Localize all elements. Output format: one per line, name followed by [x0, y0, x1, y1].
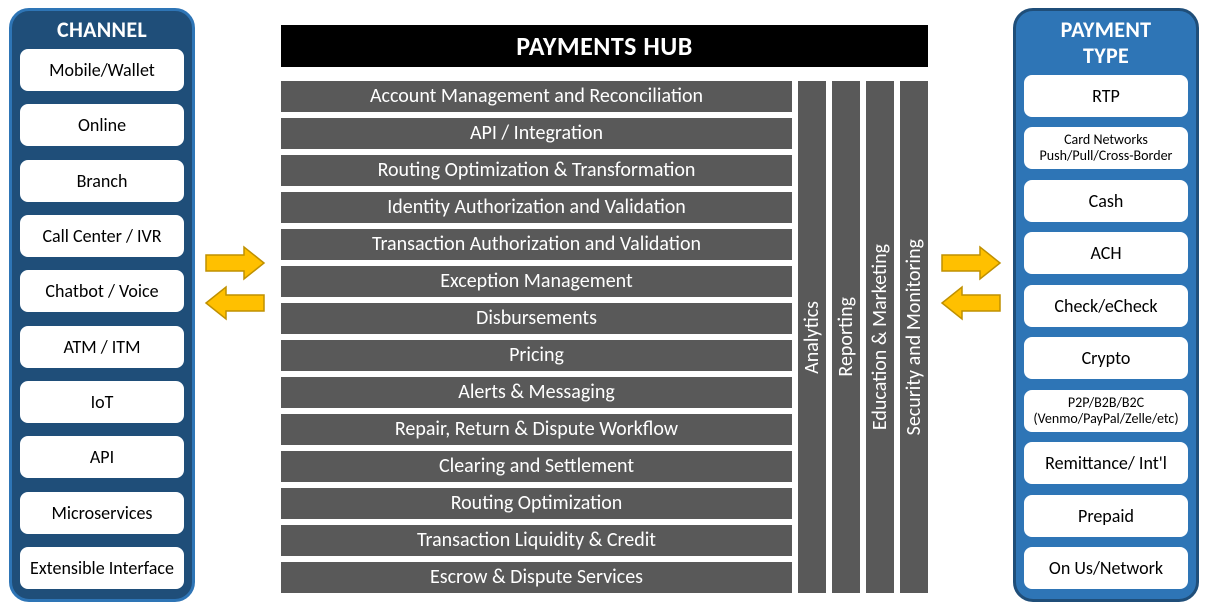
- hub-vertical-column: Analytics: [798, 81, 826, 593]
- hub-capabilities: Account Management and Reconciliation API…: [281, 81, 792, 593]
- channel-item: API: [18, 434, 186, 480]
- hub-capability-row: Alerts & Messaging: [281, 377, 792, 408]
- hub-capability-row: Transaction Authorization and Validation: [281, 229, 792, 260]
- payment-type-item: RTP: [1022, 73, 1190, 119]
- hub-vertical-column-label: Education & Marketing: [868, 244, 892, 430]
- channel-item: Microservices: [18, 490, 186, 536]
- channel-item: Branch: [18, 158, 186, 204]
- payment-type-item: Remittance/ Int'l: [1022, 440, 1190, 486]
- payment-type-item-label: P2P/B2B/B2C: [1068, 394, 1144, 411]
- channel-title: CHANNEL: [18, 17, 186, 43]
- payment-type-title: PAYMENTTYPE: [1022, 17, 1190, 69]
- payment-type-item: Prepaid: [1022, 493, 1190, 539]
- arrow-right-icon: [206, 247, 264, 279]
- hub-capability-row: Account Management and Reconciliation: [281, 81, 792, 112]
- hub-vertical-column: Education & Marketing: [866, 81, 894, 593]
- hub-capability-row: API / Integration: [281, 118, 792, 149]
- channel-items: Mobile/Wallet Online Branch Call Center / I…: [18, 47, 186, 591]
- arrow-left-icon: [942, 287, 1000, 319]
- payment-type-item: On Us/Network: [1022, 545, 1190, 591]
- channel-item: Chatbot / Voice: [18, 268, 186, 314]
- hub-vertical-column: Reporting: [832, 81, 860, 593]
- hub-capability-row: Clearing and Settlement: [281, 451, 792, 482]
- hub-capability-row: Escrow & Dispute Services: [281, 562, 792, 593]
- hub-capability-row: Disbursements: [281, 303, 792, 334]
- payment-type-item: ACH: [1022, 230, 1190, 276]
- hub-capability-row: Transaction Liquidity & Credit: [281, 525, 792, 556]
- hub-vertical-column-label: Security and Monitoring: [902, 239, 926, 435]
- hub-capability-row: Repair, Return & Dispute Workflow: [281, 414, 792, 445]
- hub-capability-row: Exception Management: [281, 266, 792, 297]
- arrow-left-icon: [206, 287, 264, 319]
- hub-title: PAYMENTS HUB: [281, 25, 928, 67]
- arrows-right: [940, 245, 1002, 321]
- payments-hub: PAYMENTS HUB Account Management and Reco…: [281, 25, 928, 593]
- channel-item: IoT: [18, 379, 186, 425]
- payment-type-item: Card NetworksPush/Pull/Cross-Border: [1022, 125, 1190, 171]
- diagram-root: CHANNEL Mobile/Wallet Online Branch Call Ce…: [0, 0, 1208, 611]
- payment-type-item-sub: (Venmo/PayPal/Zelle/etc): [1033, 411, 1178, 427]
- channel-item: Mobile/Wallet: [18, 47, 186, 93]
- payment-type-item: Check/eCheck: [1022, 283, 1190, 329]
- channel-item: Call Center / IVR: [18, 213, 186, 259]
- payment-type-panel: PAYMENTTYPE RTP Card NetworksPush/Pull/Cr…: [1013, 8, 1199, 602]
- hub-body: Account Management and Reconciliation API…: [281, 81, 928, 593]
- hub-vertical-column-label: Analytics: [800, 301, 824, 374]
- channel-panel: CHANNEL Mobile/Wallet Online Branch Call Ce…: [9, 8, 195, 602]
- arrow-right-icon: [942, 247, 1000, 279]
- hub-capability-row: Routing Optimization: [281, 488, 792, 519]
- arrows-left: [204, 245, 266, 321]
- hub-capability-row: Pricing: [281, 340, 792, 371]
- hub-capability-row: Identity Authorization and Validation: [281, 192, 792, 223]
- payment-type-item-sub: Push/Pull/Cross-Border: [1040, 148, 1173, 164]
- channel-item: Online: [18, 102, 186, 148]
- hub-capability-row: Routing Optimization & Transformation: [281, 155, 792, 186]
- payment-type-item: Cash: [1022, 178, 1190, 224]
- channel-item: ATM / ITM: [18, 324, 186, 370]
- hub-vertical-column: Security and Monitoring: [900, 81, 928, 593]
- hub-vertical-column-label: Reporting: [834, 297, 858, 377]
- hub-vertical-columns: Analytics Reporting Education & Marketing S…: [798, 81, 928, 593]
- payment-type-item-label: Card Networks: [1064, 131, 1148, 148]
- channel-item: Extensible Interface: [18, 545, 186, 591]
- payment-type-item: P2P/B2B/B2C(Venmo/PayPal/Zelle/etc): [1022, 388, 1190, 434]
- payment-type-item: Crypto: [1022, 335, 1190, 381]
- payment-type-items: RTPCard NetworksPush/Pull/Cross-BorderCa…: [1022, 73, 1190, 591]
